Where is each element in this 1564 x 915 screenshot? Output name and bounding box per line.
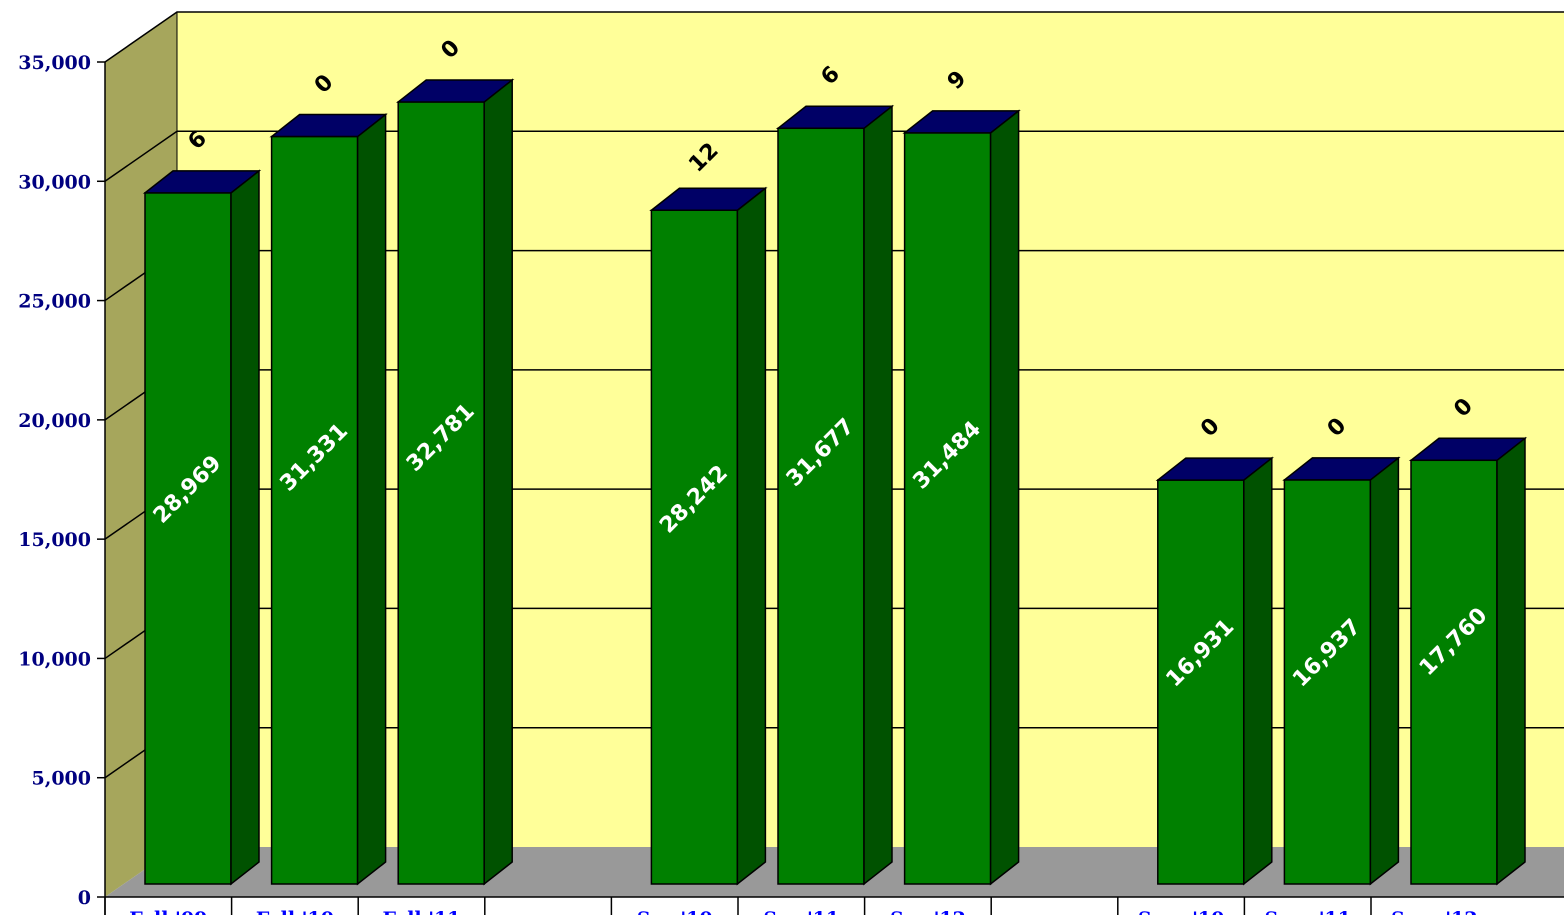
- x-tick-label: Spr '10: [637, 908, 713, 915]
- bar-side: [1496, 436, 1526, 886]
- bar-side: [483, 78, 513, 886]
- bar-front: [144, 192, 232, 885]
- y-tick-label: 20,000: [18, 410, 91, 432]
- bar-top: [142, 170, 262, 194]
- x-tick-label: Spr '11: [763, 908, 839, 915]
- bar-side: [736, 186, 767, 886]
- x-axis-ticks: Fall '09 Fall '10 Fall '11 Spr '10 Spr '11 Sp…: [104, 897, 1478, 915]
- bar-front: [270, 135, 359, 885]
- bar-top: [269, 113, 388, 138]
- x-tick-label: Sum '12: [1391, 908, 1478, 915]
- bar-side: [230, 169, 260, 886]
- y-tick-label: 35,000: [18, 52, 91, 74]
- bar-front: [777, 127, 865, 885]
- y-tick-label: 0: [78, 887, 91, 909]
- y-tick-label: 30,000: [18, 171, 91, 193]
- x-tick-label: Fall '10: [256, 908, 334, 915]
- bar-side: [1369, 456, 1400, 886]
- y-tick-label: 15,000: [18, 529, 91, 551]
- bar-front: [650, 209, 739, 885]
- bar-top: [1155, 457, 1274, 481]
- bar-side: [1243, 456, 1273, 886]
- gridline: [104, 130, 1564, 182]
- bar-side: [989, 109, 1020, 886]
- x-tick-label: Spr '12: [890, 908, 966, 915]
- gridline: [104, 11, 1564, 63]
- y-tick-label: 10,000: [18, 648, 91, 670]
- bar-side: [863, 104, 893, 886]
- y-tick-label: 25,000: [18, 291, 91, 313]
- bar-top: [902, 110, 1021, 134]
- x-tick-label: Fall '09: [129, 908, 207, 915]
- x-tick-label: Sum '11: [1264, 908, 1351, 915]
- x-tick-label: Sum '10: [1138, 908, 1225, 915]
- bar-front: [1283, 479, 1372, 885]
- bar-front: [397, 101, 485, 885]
- bar-top: [649, 187, 768, 211]
- bar-top: [775, 105, 895, 130]
- bar-front: [903, 132, 992, 885]
- bar-top: [1408, 437, 1528, 462]
- bar-side: [356, 112, 387, 886]
- bar-front: [1157, 479, 1245, 885]
- y-tick-label: 5,000: [32, 768, 92, 790]
- x-tick-label: Fall '11: [382, 908, 460, 915]
- y-axis-ticks: 0 5,000 10,000 15,000 20,000 25,000 30,000 35,0…: [18, 52, 105, 909]
- axis-lines: [104, 62, 1564, 915]
- bar-top: [396, 79, 515, 103]
- bar-top: [1282, 457, 1401, 481]
